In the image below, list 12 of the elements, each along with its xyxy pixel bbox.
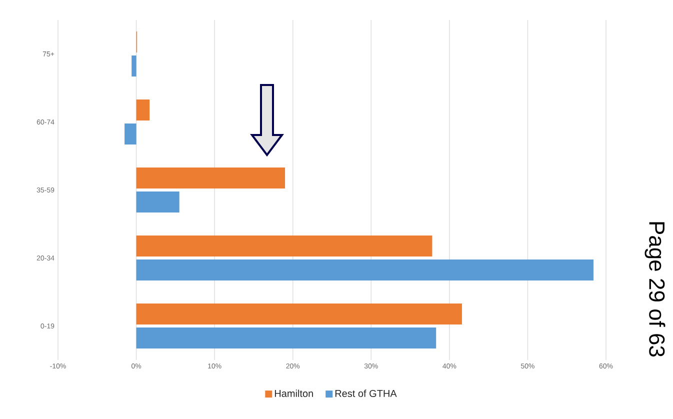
bar [136,235,432,256]
bar [136,303,462,324]
bar [136,99,150,120]
legend-label: Hamilton [274,390,313,398]
bar [132,55,136,76]
text: Page 29 of 63 [644,222,666,356]
bar [124,123,136,144]
legend-label: Rest of GTHA [335,390,397,398]
bar [136,191,180,212]
bar [136,327,436,348]
bar [136,167,286,188]
bar [136,259,594,280]
